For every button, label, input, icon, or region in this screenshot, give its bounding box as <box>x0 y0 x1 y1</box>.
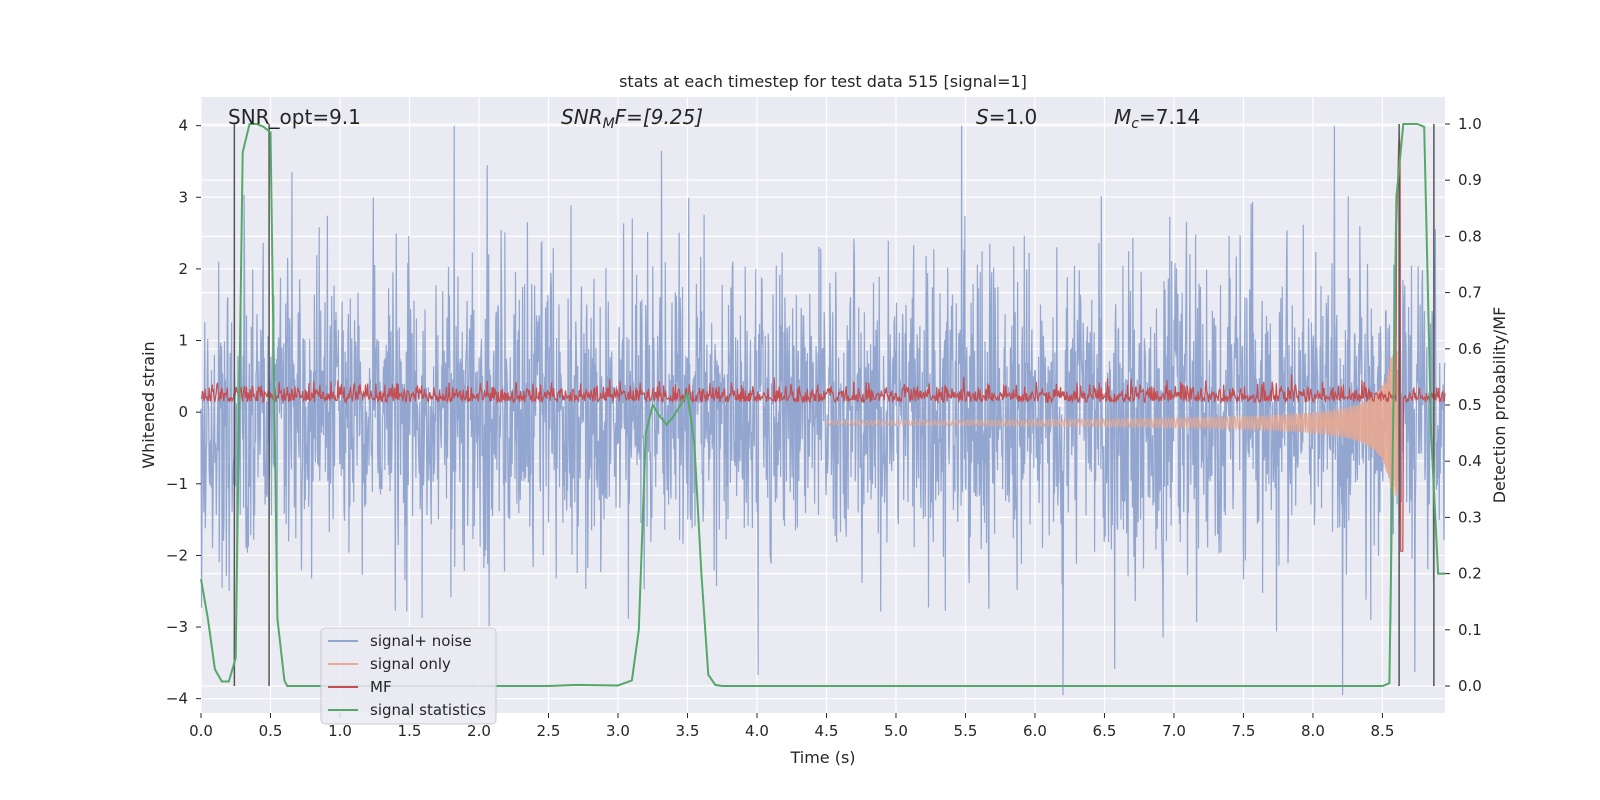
x-tick-label: 1.5 <box>398 722 422 740</box>
signal-only-line <box>826 347 1400 497</box>
y-tick-label: −3 <box>166 618 188 636</box>
y2-tick-label: 1.0 <box>1458 115 1482 133</box>
y2-ticks: 1.0 0.9 0.8 0.7 0.6 0.5 0.4 0.3 0.2 0.1 0.0 <box>1445 115 1482 695</box>
y2-tick-label: 0.6 <box>1458 340 1482 358</box>
signal-only-series <box>826 347 1400 497</box>
chart-title: stats at each timestep for test data 515… <box>619 72 1027 91</box>
legend-label-mf: MF <box>370 678 392 696</box>
legend-box <box>320 627 497 725</box>
y2-tick-label: 0.8 <box>1458 227 1482 245</box>
signal-noise-line <box>200 125 1446 696</box>
snr-mf-annotation: SNRMF=[9.25] <box>561 105 703 132</box>
y2-axis-label: Detection probability/MF <box>1490 307 1509 504</box>
signal-statistics-series <box>200 123 1445 687</box>
legend: signal+ noise signal only MF signal stat… <box>320 627 497 725</box>
x-tick-label: 2.5 <box>537 722 561 740</box>
s-annotation: S=1.0 <box>976 105 1037 129</box>
mf-series <box>200 133 1446 552</box>
y-tick-label: 3 <box>178 188 188 206</box>
x-tick-label: 4.0 <box>745 722 769 740</box>
y-axis-label: Whitened strain <box>139 341 158 468</box>
x-tick-label: 0.5 <box>259 722 283 740</box>
signal-statistics-line <box>200 123 1445 687</box>
y-tick-label: 1 <box>178 332 188 350</box>
x-tick-label: 5.5 <box>954 722 978 740</box>
y-tick-label: 4 <box>178 117 188 135</box>
y2-tick-label: 0.7 <box>1458 284 1482 302</box>
legend-label-signal-statistics: signal statistics <box>370 701 486 719</box>
mf-line <box>200 133 1446 552</box>
x-tick-label: 3.5 <box>676 722 700 740</box>
signal-noise-series <box>200 125 1446 696</box>
x-tick-label: 7.0 <box>1162 722 1186 740</box>
x-tick-label: 6.5 <box>1093 722 1117 740</box>
x-tick-label: 2.0 <box>467 722 491 740</box>
x-tick-label: 3.0 <box>606 722 630 740</box>
x-axis-label: Time (s) <box>789 748 855 767</box>
y-tick-label: −2 <box>166 546 188 564</box>
legend-label-signal-noise: signal+ noise <box>370 632 472 650</box>
x-tick-label: 4.5 <box>815 722 839 740</box>
y2-tick-label: 0.3 <box>1458 508 1482 526</box>
x-tick-label: 1.0 <box>328 722 352 740</box>
x-ticks: 0.0 0.5 1.0 1.5 2.0 2.5 3.0 3.5 4.0 4.5 5.0 5.5 6.0 6… <box>189 713 1394 740</box>
y2-tick-label: 0.1 <box>1458 621 1482 639</box>
mc-annotation: Mc=7.14 <box>1114 105 1200 132</box>
y-tick-label: 0 <box>178 403 188 421</box>
x-tick-label: 5.0 <box>884 722 908 740</box>
y2-tick-label: 0.4 <box>1458 452 1482 470</box>
detection-vlines <box>233 123 1435 687</box>
x-tick-label: 8.5 <box>1371 722 1395 740</box>
x-tick-label: 0.0 <box>189 722 213 740</box>
y2-tick-label: 0.9 <box>1458 171 1482 189</box>
y-tick-label: −4 <box>166 690 188 708</box>
legend-label-signal-only: signal only <box>370 655 451 673</box>
y-tick-label: 2 <box>178 260 188 278</box>
snr-opt-annotation: SNR_opt=9.1 <box>228 105 361 129</box>
x-tick-label: 7.5 <box>1232 722 1256 740</box>
x-tick-label: 6.0 <box>1023 722 1047 740</box>
y2-tick-label: 0.5 <box>1458 396 1482 414</box>
y-tick-label: −1 <box>166 475 188 493</box>
grid <box>200 97 1445 713</box>
y-ticks: 4 3 2 1 0 −1 −2 −3 −4 <box>166 117 201 708</box>
y2-tick-label: 0.0 <box>1458 677 1482 695</box>
y2-tick-label: 0.2 <box>1458 565 1482 583</box>
x-tick-label: 8.0 <box>1301 722 1325 740</box>
